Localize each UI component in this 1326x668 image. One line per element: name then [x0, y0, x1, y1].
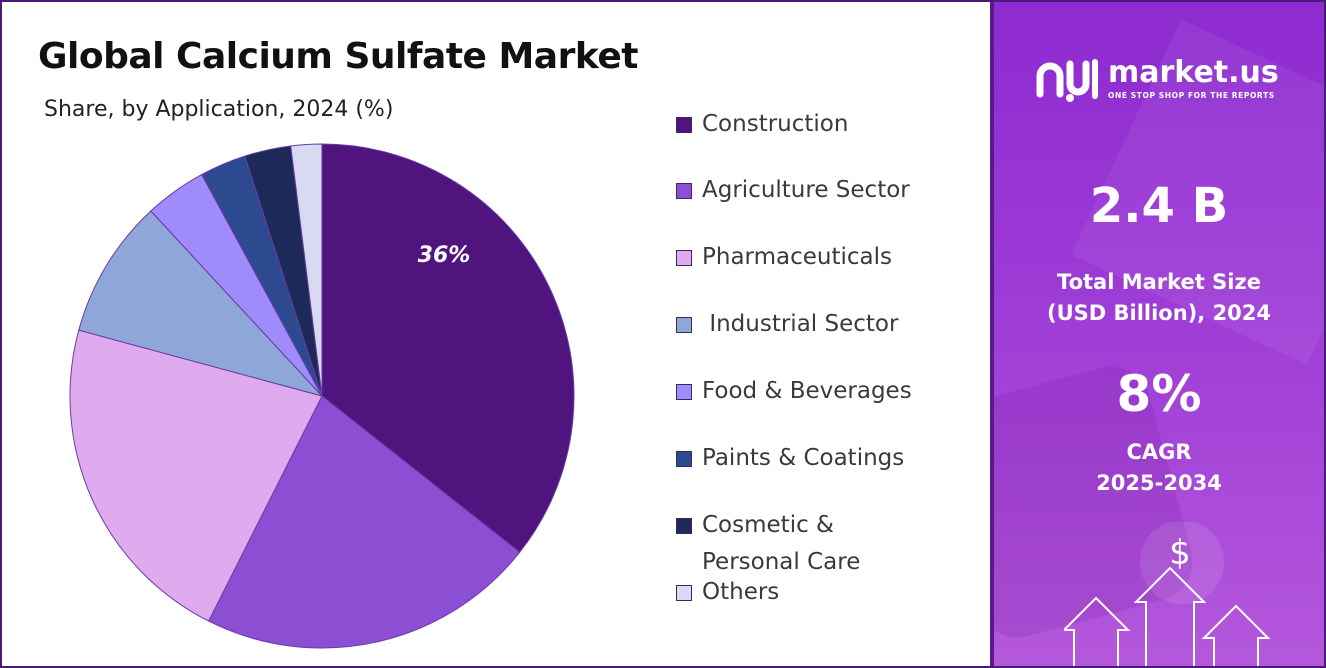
- legend-item: Others: [676, 574, 952, 611]
- data-label-construction: 36%: [418, 243, 471, 268]
- market-us-logo-icon: [1036, 59, 1098, 102]
- legend-label: Agriculture Sector: [702, 177, 910, 203]
- market-size-label-line-2: (USD Billion), 2024: [1046, 301, 1272, 325]
- legend-item: Paints & Coatings: [676, 440, 952, 477]
- cagr-label-line-1: CAGR: [1126, 440, 1192, 464]
- legend-item: Pharmaceuticals: [676, 239, 952, 276]
- chart-title: Global Calcium Sulfate Market: [38, 36, 638, 77]
- legend-swatch: [676, 451, 692, 467]
- legend-swatch: [676, 117, 692, 133]
- cagr-label-line-2: 2025-2034: [1096, 471, 1222, 495]
- legend-label: Paints & Coatings: [702, 445, 905, 471]
- legend-item: Construction: [676, 106, 952, 143]
- growth-arrows-icon: $: [1064, 522, 1271, 666]
- legend-item: Cosmetic & Personal Care: [676, 507, 892, 581]
- legend-label: Pharmaceuticals: [702, 244, 892, 270]
- chart-panel: Global Calcium Sulfate Market Share, by …: [2, 2, 990, 666]
- legend-item: Agriculture Sector: [676, 172, 952, 209]
- pie-slice-agriculture-sector: [207, 395, 521, 649]
- cagr-label: CAGR 2025-2034: [994, 437, 1324, 499]
- pie-slice-others: [290, 143, 323, 397]
- legend-swatch: [676, 250, 692, 266]
- cagr-value: 8%: [1116, 365, 1202, 423]
- legend-swatch: [676, 384, 692, 400]
- brand-logo[interactable]: market.us ONE STOP SHOP FOR THE REPORTS: [1034, 54, 1279, 104]
- dollar-sign-icon: $: [1169, 533, 1191, 573]
- market-size-label: Total Market Size (USD Billion), 2024: [994, 267, 1324, 329]
- market-size-value: 2.4 B: [1089, 178, 1229, 234]
- pie-slice-construction: [321, 143, 575, 553]
- legend-label: Others: [702, 579, 780, 605]
- pie-chart: 36%: [69, 143, 575, 649]
- legend-swatch: [676, 183, 692, 199]
- pie-slice-pharmaceuticals: [69, 329, 323, 622]
- legend-label: Construction: [702, 111, 849, 137]
- legend-label: Industrial Sector: [702, 311, 899, 337]
- market-size-label-line-1: Total Market Size: [1057, 270, 1261, 294]
- legend-label: Food & Beverages: [702, 378, 912, 404]
- legend-item: Food & Beverages: [676, 373, 952, 410]
- brand-name: market.us: [1108, 55, 1279, 90]
- chart-subtitle: Share, by Application, 2024 (%): [44, 97, 394, 122]
- legend-swatch: [676, 518, 692, 534]
- legend-swatch: [676, 585, 692, 601]
- pie-slice-industrial-sector: [78, 210, 324, 397]
- legend-item: Industrial Sector: [676, 306, 952, 343]
- summary-panel: market.us ONE STOP SHOP FOR THE REPORTS …: [994, 2, 1324, 666]
- panel-divider: [990, 2, 994, 666]
- legend-swatch: [676, 317, 692, 333]
- brand-tagline: ONE STOP SHOP FOR THE REPORTS: [1108, 91, 1275, 100]
- legend-label: Cosmetic & Personal Care: [702, 512, 861, 575]
